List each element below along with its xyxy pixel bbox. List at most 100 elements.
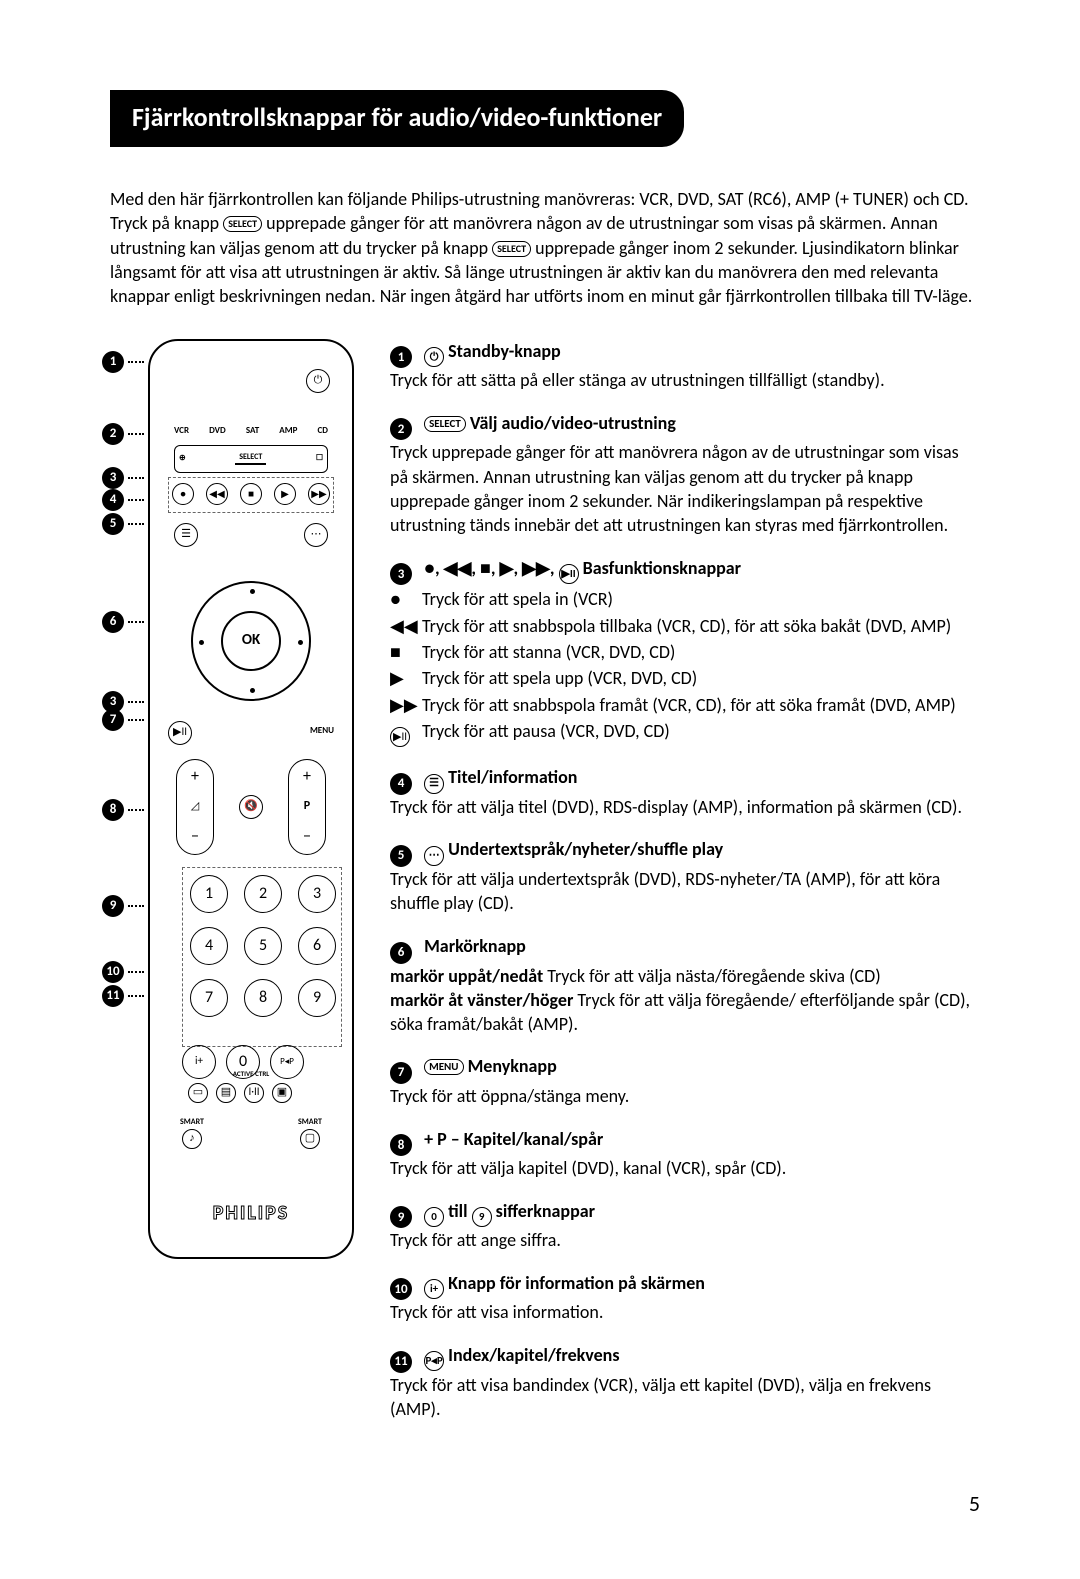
feat-icon: ▤ (216, 1083, 236, 1103)
entry-9: 9 0 till 9 sifferknapparTryck för att an… (390, 1199, 980, 1253)
device-label: AMP (279, 425, 297, 443)
entry-mid: till (444, 1200, 472, 1222)
program-rocker: +P− (288, 759, 326, 855)
entry-number-icon: 9 (390, 1206, 412, 1228)
menu-label: MENU (310, 725, 334, 737)
standby-icon: ⏻ (306, 369, 330, 393)
callout-11: 11 (102, 985, 148, 1007)
entry-title: Index/kapitel/frekvens (444, 1344, 619, 1366)
digit-icon: 0 (424, 1207, 444, 1227)
select-pill-icon: SELECT (223, 216, 262, 232)
entry-1: 1 ⏻ Standby-knappTryck för att sätta på … (390, 339, 980, 393)
smart-label: SMART (180, 1117, 204, 1128)
callout-number-icon: 2 (102, 423, 124, 445)
sub-symbol: ● (390, 587, 414, 611)
sound-smart-icon: ♪ (182, 1129, 202, 1149)
callout-number-icon: 3 (102, 467, 124, 489)
callout-2: 2 (102, 423, 148, 445)
callout-leader (128, 499, 144, 501)
sub-icon: ▶II (390, 727, 410, 747)
entry-number-icon: 11 (390, 1351, 412, 1373)
callout-7: 7 (102, 709, 148, 731)
device-label: DVD (209, 425, 226, 443)
callout-5: 5 (102, 513, 148, 535)
entry-7: 7 MENU MenyknappTryck för att öppna/stän… (390, 1054, 980, 1108)
remote-diagram-column: 12345637891011 ⏻ VCRDVDSATAMPCD ⊕ SELECT… (110, 339, 360, 1440)
digit-icon: 9 (472, 1207, 492, 1227)
intro-paragraph: Med den här fjärrkontrollen kan följande… (110, 187, 980, 308)
entry-sub: ▶II Tryck för att pausa (VCR, DVD, CD) (390, 719, 980, 747)
cc-icon: ☐ (316, 453, 323, 464)
entry-heading: 11 P◂P Index/kapitel/frekvens (390, 1343, 980, 1373)
callout-leader (128, 995, 144, 997)
sub-symbol: ▶II (390, 719, 414, 747)
entry-title: Markörknapp (420, 935, 526, 957)
callout-8: 8 (102, 799, 148, 821)
entry-symbols: ●, ◀◀, ■, ▶, ▶▶, (420, 557, 559, 579)
device-label: CD (318, 425, 328, 443)
entry-heading: 8 + P – Kapitel/kanal/spår (390, 1127, 980, 1157)
smart-label: SMART (298, 1117, 322, 1128)
callout-leader (128, 905, 144, 907)
entry-icon: ☰ (424, 774, 444, 794)
callout-9: 9 (102, 895, 148, 917)
device-label: VCR (174, 425, 189, 443)
callout-4: 4 (102, 489, 148, 511)
entry-icon: P◂P (424, 1351, 444, 1371)
active-ctrl-label: ACTIVE CTRL (168, 1069, 334, 1078)
entry-6: 6 Markörknappmarkör uppåt/nedåt Tryck fö… (390, 934, 980, 1037)
entry-4: 4 ☰ Titel/informationTryck för att välja… (390, 765, 980, 819)
sub-symbol: ■ (390, 640, 414, 664)
entry-body-line: markör uppåt/nedåt Tryck för att välja n… (390, 964, 980, 988)
entry-number-icon: 10 (390, 1278, 412, 1300)
select-row: ⊕ SELECT ☐ (174, 445, 328, 473)
entry-heading: 3 ●, ◀◀, ■, ▶, ▶▶, ▶II Basfunktionsknapp… (390, 556, 980, 586)
entry-sub: ▶▶ Tryck för att snabbspola framåt (VCR, … (390, 693, 980, 717)
sub-text: Tryck för att spela upp (VCR, DVD, CD) (422, 666, 697, 690)
callout-number-icon: 6 (102, 611, 124, 633)
device-row: VCR DVD SAT AMP CD (174, 425, 328, 443)
ok-button: OK (221, 611, 281, 671)
device-label: SAT (246, 425, 259, 443)
pause-icon: ▶II (559, 564, 579, 584)
select-pill-icon: SELECT (492, 241, 531, 257)
entry-title: sifferknappar (492, 1200, 595, 1222)
entry-title: Basfunktionsknappar (579, 557, 741, 579)
entry-number-icon: 2 (390, 418, 412, 440)
entry-number-icon: 8 (390, 1134, 412, 1156)
entry-title: Undertextspråk/nyheter/shuffle play (444, 838, 723, 860)
callout-leader (128, 621, 144, 623)
entry-number-icon: 5 (390, 845, 412, 867)
sub-symbol: ▶▶ (390, 693, 414, 717)
entry-heading: 10 i+ Knapp för information på skärmen (390, 1271, 980, 1301)
sub-text: Tryck för att snabbspola framåt (VCR, CD… (422, 693, 956, 717)
volume-rocker: +◿− (176, 759, 214, 855)
mute-icon: 🔇 (239, 795, 263, 819)
entry-title: Välj audio/video-utrustning (466, 412, 676, 434)
callout-number-icon: 7 (102, 709, 124, 731)
entry-title: Knapp för information på skärmen (444, 1272, 705, 1294)
entry-sub: ▶Tryck för att spela upp (VCR, DVD, CD) (390, 666, 980, 690)
entry-icon: ⏻ (424, 347, 444, 367)
sub-text: Tryck för att stanna (VCR, DVD, CD) (422, 640, 675, 664)
sub-text: Tryck för att spela in (VCR) (422, 587, 613, 611)
select-icon: SELECT (424, 416, 466, 432)
entry-body: Tryck för att sätta på eller stänga av u… (390, 368, 980, 392)
callout-number-icon: 4 (102, 489, 124, 511)
title-icon: ☰ (174, 523, 198, 547)
entry-sub: ● Tryck för att spela in (VCR) (390, 587, 980, 611)
callout-leader (128, 523, 144, 525)
sub-text: Tryck för att pausa (VCR, DVD, CD) (422, 719, 670, 747)
input-icon: ⊕ (179, 453, 186, 464)
sub-symbol: ◀◀ (390, 614, 414, 638)
callout-leader (128, 719, 144, 721)
entry-11: 11 P◂P Index/kapitel/frekvensTryck för a… (390, 1343, 980, 1421)
callout-number-icon: 5 (102, 513, 124, 535)
page-title: Fjärrkontrollsknappar för audio/video-fu… (110, 90, 684, 147)
entry-10: 10 i+ Knapp för information på skärmenTr… (390, 1271, 980, 1325)
entry-sub: ■ Tryck för att stanna (VCR, DVD, CD) (390, 640, 980, 664)
pic-smart-icon: ▢ (300, 1129, 320, 1149)
remote-outline: ⏻ VCRDVDSATAMPCD ⊕ SELECT ☐ ● ◀◀ ■ ▶ ▶▶ (148, 339, 354, 1259)
select-label: SELECT (235, 452, 266, 465)
callout-number-icon: 11 (102, 985, 124, 1007)
